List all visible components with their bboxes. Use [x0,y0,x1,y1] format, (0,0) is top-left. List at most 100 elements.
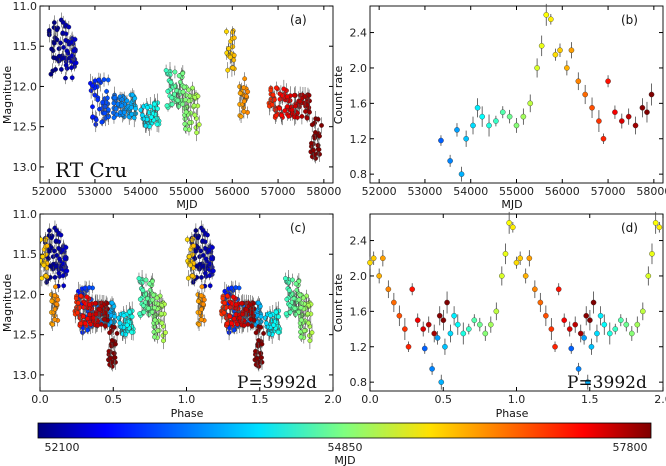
count-rate-point [513,259,520,266]
magnitude-point [101,317,107,322]
magnitude-point [58,67,64,72]
magnitude-point [243,93,249,99]
magnitude-point [192,95,197,100]
magnitude-point [237,90,243,96]
count-rate-point [538,43,545,49]
y-tick-label: 11.5 [13,248,38,261]
magnitude-point [152,300,158,306]
y-tick-label: 2.4 [350,27,368,40]
panel-a-xlabel: MJD [176,198,197,211]
count-rate-point [629,330,635,337]
magnitude-point [96,77,102,83]
magnitude-point [286,280,292,286]
magnitude-point [146,305,151,311]
magnitude-point [182,121,188,127]
magnitude-point [183,109,189,115]
magnitude-point [180,89,186,95]
magnitude-point [239,300,245,306]
magnitude-point [175,97,181,103]
magnitude-point [163,330,168,335]
y-tick-label: 12.5 [13,329,38,342]
magnitude-point [298,305,304,311]
count-rate-point [564,65,570,71]
count-rate-point [526,255,533,262]
magnitude-point [100,99,105,105]
magnitude-point [269,102,275,108]
magnitude-point [111,110,116,116]
count-rate-point [517,255,523,262]
magnitude-point [229,285,234,291]
magnitude-point [185,275,191,281]
magnitude-point [259,355,264,360]
magnitude-point [293,281,299,287]
magnitude-point [312,135,318,141]
x-tick-label: 54000 [123,185,158,198]
magnitude-point [95,97,101,103]
magnitude-point [88,88,94,93]
magnitude-point [273,309,279,315]
magnitude-point [202,245,208,251]
x-tick-label: 1.0 [508,393,526,406]
count-rate-point [588,343,595,350]
count-rate-point [555,286,562,293]
panel-a-points [46,12,324,164]
colorbar-tick-mid: 54850 [328,441,363,454]
x-tick-label: 55000 [499,185,534,198]
magnitude-point [242,76,248,82]
count-rate-point [520,113,527,120]
magnitude-point [130,92,135,98]
magnitude-point [43,273,49,279]
magnitude-point [194,263,200,269]
magnitude-point [317,133,322,139]
magnitude-point [105,77,111,83]
magnitude-point [223,305,229,311]
magnitude-point [317,151,322,157]
magnitude-point [151,292,156,298]
magnitude-point [109,338,115,343]
count-rate-point [582,91,588,98]
magnitude-point [41,262,47,268]
magnitude-point [195,298,201,304]
magnitude-point [231,52,237,58]
magnitude-point [207,273,212,279]
x-tick-label: 56000 [545,185,580,198]
count-rate-point [376,273,382,279]
magnitude-point [168,79,174,85]
y-tick-label: 0.8 [350,376,368,389]
count-rate-point [597,312,604,319]
count-rate-point [460,330,467,337]
count-rate-point [594,330,600,337]
count-rate-point [534,65,540,71]
count-rate-point [493,308,500,315]
magnitude-point [299,114,305,119]
magnitude-point [209,256,214,262]
magnitude-point [231,316,237,322]
magnitude-point [282,108,288,114]
count-rate-point [454,321,461,328]
magnitude-point [48,263,53,269]
x-tick-label: 0.5 [435,393,453,406]
x-tick-label: 0.0 [361,393,379,406]
panel-d-axes: 0.0 0.5 1.0 1.5 2.0 0.8 1.2 1.6 2.0 2.4 [350,213,666,406]
count-rate-point [409,286,416,293]
magnitude-point [112,314,117,319]
count-rate-point [568,345,575,352]
magnitude-point [108,356,114,361]
magnitude-point [48,71,54,77]
x-tick-label: 57000 [591,185,626,198]
magnitude-point [73,295,79,301]
magnitude-point [184,237,190,242]
magnitude-point [152,305,157,311]
magnitude-point [183,92,189,98]
magnitude-point [207,283,213,289]
magnitude-point [319,123,324,128]
y-tick-label: 0.8 [350,168,368,181]
magnitude-point [180,101,186,107]
magnitude-point [186,87,191,93]
magnitude-point [61,45,66,50]
count-rate-point [652,220,659,226]
magnitude-point [46,28,52,33]
panel-b-label: (b) [621,13,638,27]
magnitude-point [63,245,69,250]
magnitude-point [143,123,149,129]
